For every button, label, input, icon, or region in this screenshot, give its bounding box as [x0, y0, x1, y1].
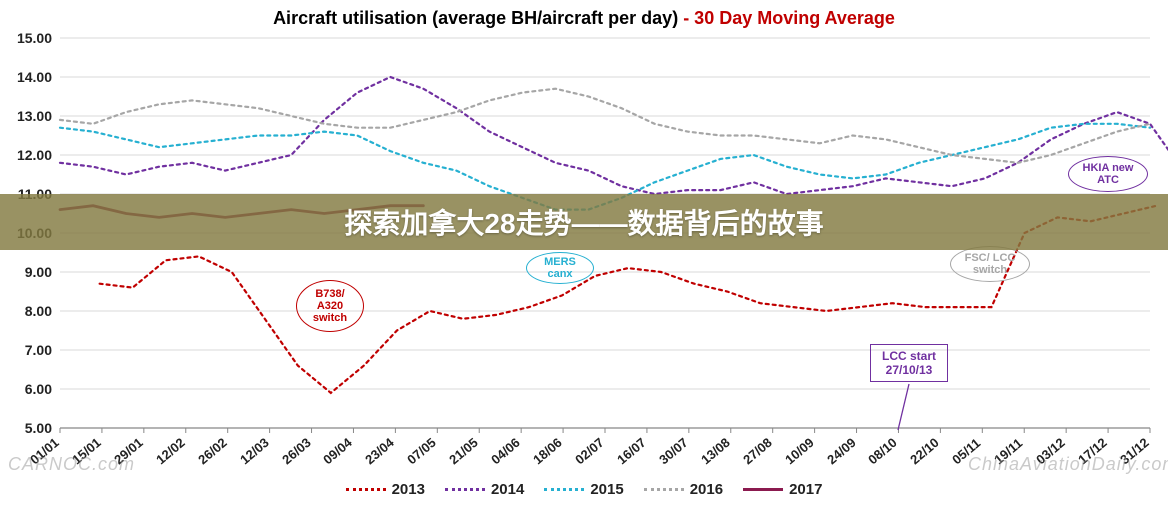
legend-item: 2013: [346, 481, 425, 498]
chart-container: Aircraft utilisation (average BH/aircraf…: [0, 0, 1168, 506]
legend-label: 2013: [392, 481, 425, 498]
y-tick-label: 7.00: [25, 342, 52, 358]
y-tick-label: 5.00: [25, 420, 52, 436]
y-tick-label: 9.00: [25, 264, 52, 280]
y-tick-label: 14.00: [17, 69, 52, 85]
chart-annotation-box: LCC start27/10/13: [870, 344, 948, 382]
legend-label: 2016: [690, 481, 723, 498]
watermark-text: ChinaAviationDaily.com: [968, 454, 1168, 475]
legend-swatch: [743, 488, 783, 491]
legend-swatch: [644, 488, 684, 491]
overlay-text: 探索加拿大28走势——数据背后的故事: [344, 202, 823, 242]
legend-item: 2014: [445, 481, 524, 498]
legend-swatch: [346, 488, 386, 491]
y-tick-label: 13.00: [17, 108, 52, 124]
legend-swatch: [445, 488, 485, 491]
chart-annotation: FSC/ LCCswitch: [950, 246, 1030, 282]
chart-annotation: MERScanx: [526, 252, 594, 284]
legend-item: 2016: [644, 481, 723, 498]
legend-swatch: [544, 488, 584, 491]
legend-item: 2015: [544, 481, 623, 498]
y-tick-label: 6.00: [25, 381, 52, 397]
watermark-text: CARNOC.com: [8, 454, 135, 475]
y-tick-label: 15.00: [17, 30, 52, 46]
chart-annotation: HKIA newATC: [1068, 156, 1148, 192]
chart-annotation: B738/A320switch: [296, 280, 364, 332]
legend-item: 2017: [743, 481, 822, 498]
legend-label: 2017: [789, 481, 822, 498]
legend-label: 2014: [491, 481, 524, 498]
y-tick-label: 8.00: [25, 303, 52, 319]
legend-label: 2015: [590, 481, 623, 498]
overlay-band: 探索加拿大28走势——数据背后的故事: [0, 194, 1168, 250]
y-tick-label: 12.00: [17, 147, 52, 163]
legend: 2013 2014 2015 2016 2017: [0, 478, 1168, 498]
